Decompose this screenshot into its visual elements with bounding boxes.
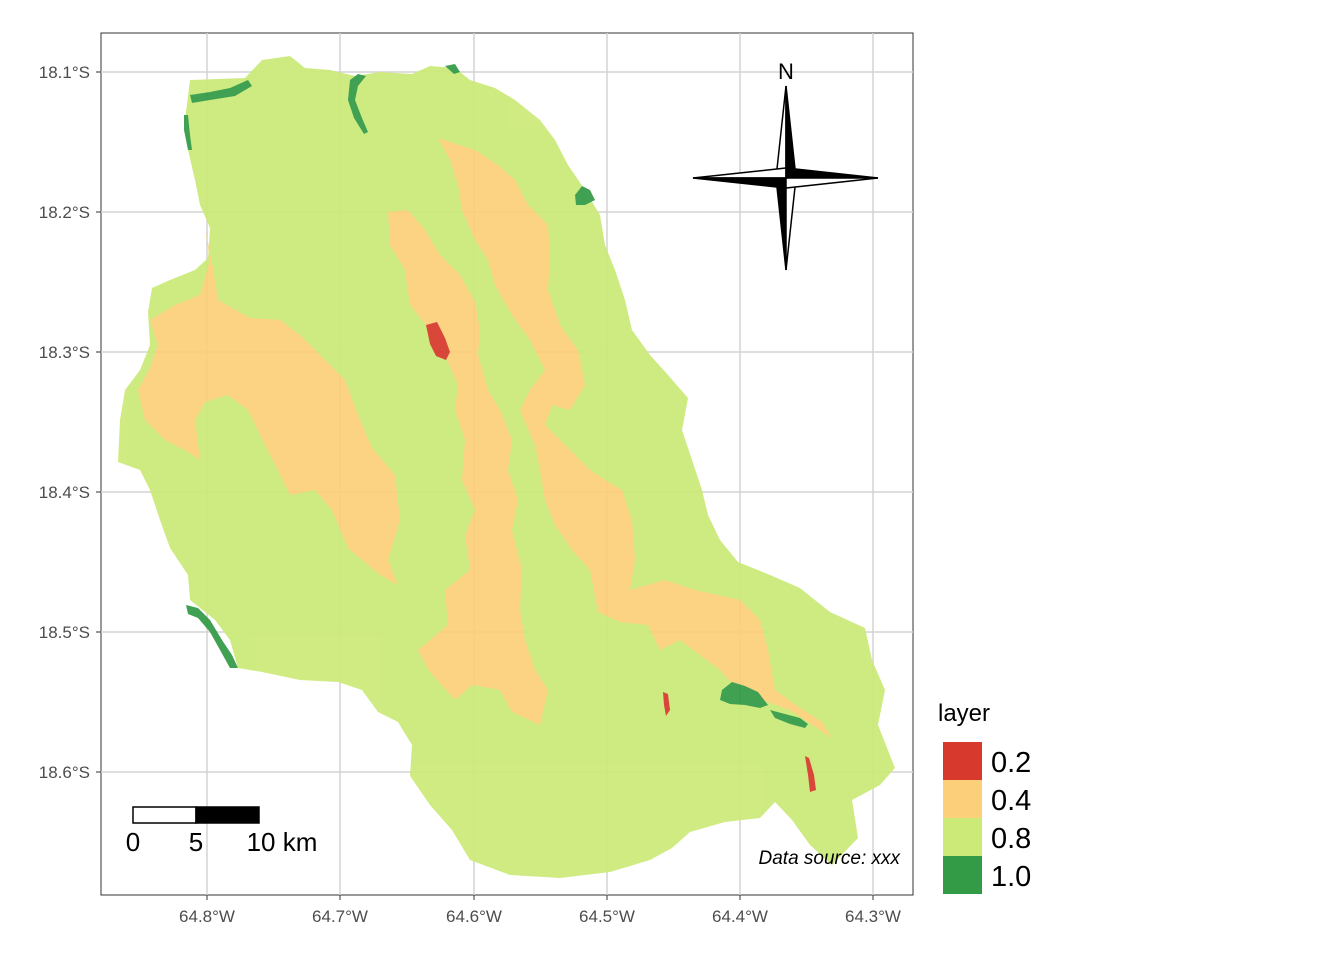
x-tick-label: 64.8°W (179, 907, 235, 926)
basin-class-0-4-west (138, 228, 400, 585)
basin-class-1-0-southeast-strip (770, 710, 808, 728)
y-tick-label: 18.4°S (39, 483, 90, 502)
legend: layer 0.2 0.4 0.8 1.0 (938, 700, 1031, 894)
legend-label: 0.8 (991, 823, 1031, 855)
y-tick-label: 18.2°S (39, 203, 90, 222)
basin-class-0-2-south (805, 756, 816, 792)
x-tick-label: 64.3°W (845, 907, 901, 926)
basin-class-0-4-central (388, 210, 548, 725)
basin-class-0-4-east (438, 138, 832, 738)
legend-title: layer (938, 700, 990, 727)
basin-class-1-0-north-tip (445, 64, 460, 74)
legend-swatch (943, 780, 982, 818)
scale-bar: 0 5 10 km (126, 806, 318, 857)
scale-label-5: 5 (189, 827, 203, 857)
legend-label: 0.4 (991, 785, 1031, 817)
legend-swatch (943, 742, 982, 780)
scale-label-10: 10 km (247, 827, 318, 857)
north-label: N (778, 59, 794, 84)
scale-bar-segment-white (132, 806, 197, 824)
axis-ticks (96, 71, 874, 900)
legend-swatch (943, 818, 982, 856)
scale-bar-segment-black (195, 806, 260, 824)
legend-label: 1.0 (991, 861, 1031, 893)
basin-class-0-2-north (426, 322, 450, 360)
y-tick-label: 18.1°S (39, 63, 90, 82)
legend-label: 0.2 (991, 747, 1031, 779)
y-tick-label: 18.6°S (39, 763, 90, 782)
basin-class-1-0-southeast (720, 682, 768, 708)
x-tick-label: 64.5°W (579, 907, 635, 926)
basin-class-0-2-southeast (663, 692, 670, 716)
basin-class-1-0-northeast (575, 186, 595, 205)
y-tick-label: 18.3°S (39, 343, 90, 362)
basin-class-1-0-north (348, 74, 368, 134)
x-tick-label: 64.6°W (446, 907, 502, 926)
scale-label-0: 0 (126, 827, 140, 857)
legend-swatch (943, 856, 982, 894)
data-source-caption: Data source: xxx (759, 848, 902, 869)
y-axis-labels: 18.1°S 18.2°S 18.3°S 18.4°S 18.5°S 18.6°… (39, 63, 90, 782)
basin-class-1-0-northwest-edge (184, 115, 192, 150)
north-arrow-icon: N (692, 59, 879, 271)
x-tick-label: 64.7°W (312, 907, 368, 926)
x-axis-labels: 64.8°W 64.7°W 64.6°W 64.5°W 64.4°W 64.3°… (179, 907, 901, 926)
basin-raster (118, 56, 895, 878)
y-tick-label: 18.5°S (39, 623, 90, 642)
basin-class-1-0-west (186, 605, 238, 668)
x-tick-label: 64.4°W (712, 907, 768, 926)
basin-class-1-0-northwest (190, 80, 252, 103)
